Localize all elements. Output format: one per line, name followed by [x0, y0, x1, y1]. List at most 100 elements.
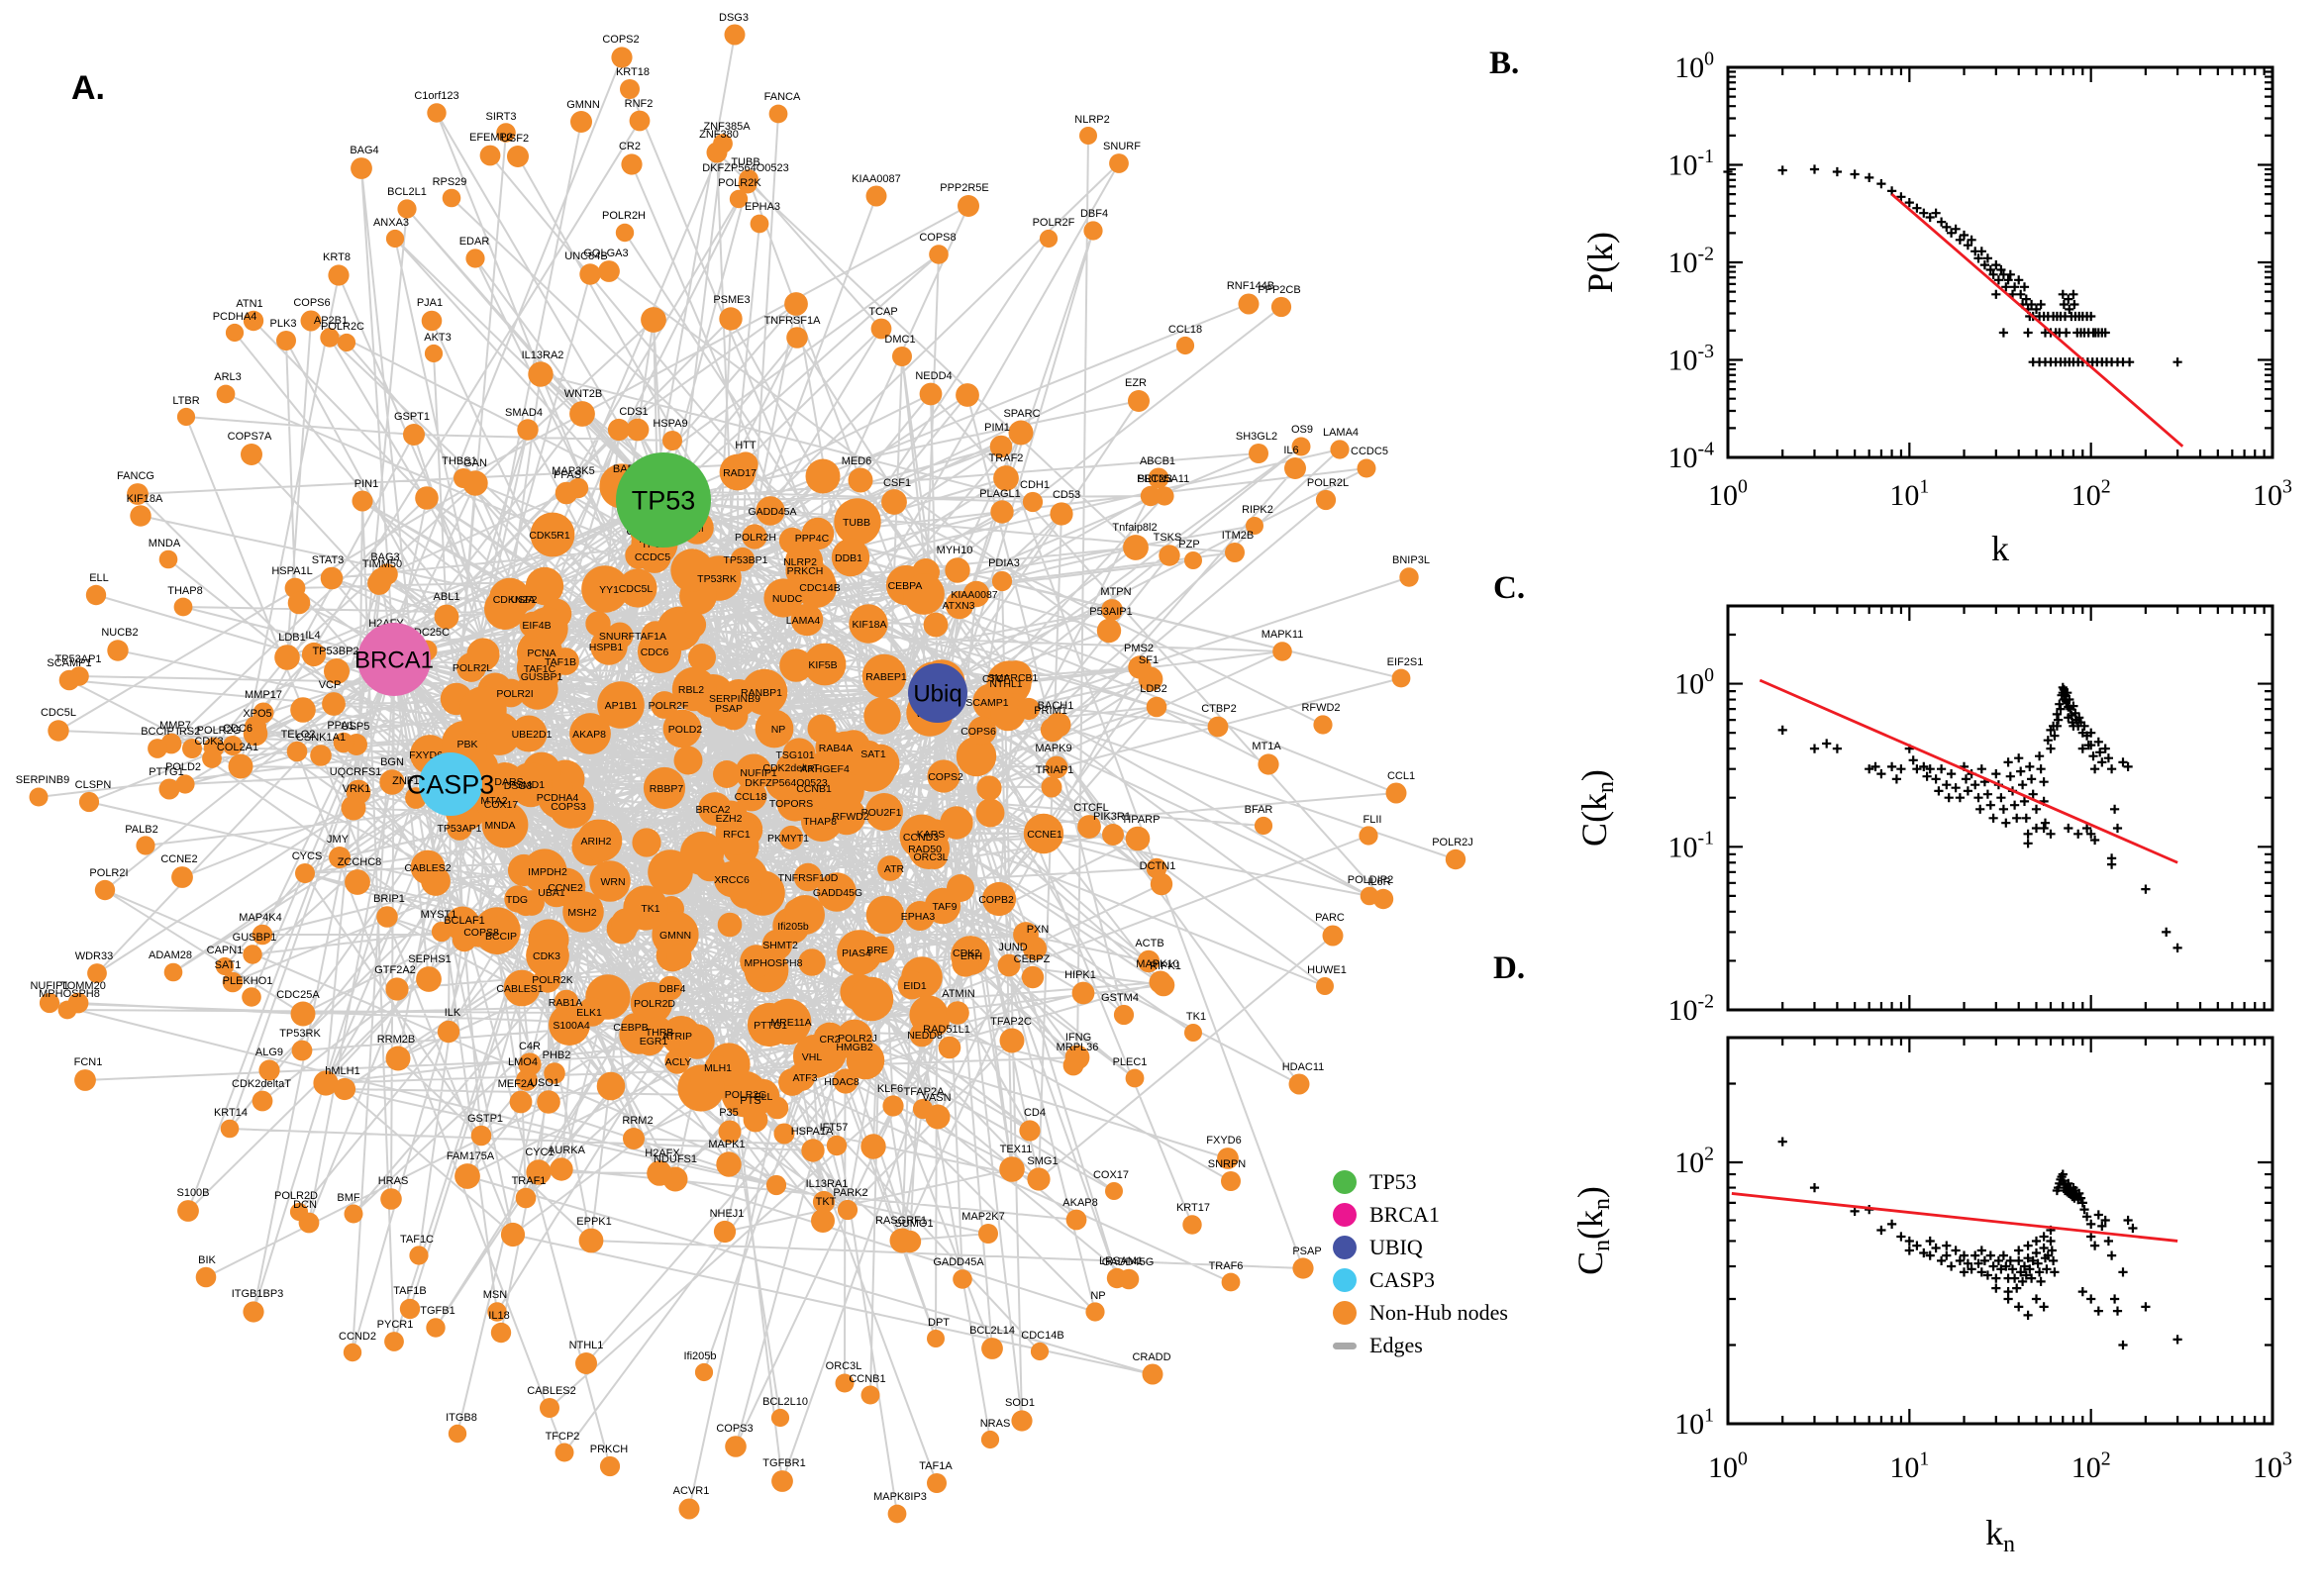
non-hub-node	[421, 310, 443, 332]
non-hub-node	[817, 872, 857, 912]
non-hub-node	[484, 588, 526, 630]
non-hub-node	[220, 1119, 240, 1139]
gene-label: IL13RA1	[806, 1178, 849, 1190]
gene-label: LDB2	[1140, 683, 1167, 695]
gene-label: TKT	[816, 1196, 837, 1208]
gene-label: DDB1	[835, 552, 862, 564]
gene-label: TP53BP2	[312, 646, 358, 657]
gene-label: SH3GL2	[1236, 431, 1277, 443]
non-hub-node	[1039, 229, 1059, 249]
non-hub-node	[1207, 716, 1229, 738]
gene-label: CDC5L	[619, 583, 654, 595]
non-hub-node	[286, 741, 308, 762]
gene-label: HRAS	[378, 1175, 409, 1187]
legend-item-casp3: CASP3	[1333, 1268, 1508, 1292]
non-hub-node	[991, 570, 1013, 592]
non-hub-node	[641, 307, 666, 333]
gene-label: BIK	[198, 1254, 216, 1266]
gene-label: TAF1C	[400, 1234, 434, 1246]
non-hub-node	[897, 970, 927, 1000]
gene-label: VHL	[802, 1051, 823, 1063]
gene-label: NEDD8	[907, 1030, 943, 1042]
non-hub-node	[1062, 1054, 1084, 1076]
gene-label: CDC14B	[1021, 1330, 1063, 1342]
gene-label: RIPK1	[1150, 960, 1181, 972]
gene-label: CR2	[819, 1034, 840, 1046]
gene-label: TAF1C	[524, 663, 556, 675]
y-axis-label-D: Cn(kn)	[1570, 1186, 1615, 1275]
gene-label: POLR2G	[725, 1089, 767, 1101]
non-hub-node	[163, 962, 183, 982]
non-hub-node	[477, 916, 517, 955]
non-hub-node	[849, 976, 894, 1022]
gene-label: WRN	[600, 876, 625, 888]
non-hub-node	[713, 760, 741, 788]
non-hub-node	[399, 1298, 421, 1320]
non-hub-node	[158, 549, 178, 569]
non-hub-node	[479, 145, 501, 166]
gene-label: MRE11A	[770, 1017, 811, 1029]
plot-frame-B	[1726, 65, 2274, 459]
gene-label: ALG9	[255, 1047, 283, 1058]
non-hub-node	[763, 578, 803, 618]
hub-nodes: TP53 BRCA1 Ubiq CASP3	[354, 452, 967, 816]
gene-label: LTBR	[172, 395, 199, 407]
gene-label: COPB2	[978, 894, 1014, 906]
non-hub-node	[1146, 696, 1167, 718]
gene-label: EPPK1	[576, 1216, 611, 1228]
gene-label: PRTN3	[1137, 473, 1172, 485]
gene-label: MTA2	[480, 795, 507, 807]
non-hub-node	[343, 1343, 362, 1362]
gene-label: ATR	[884, 863, 905, 875]
gene-label: TAF1A	[635, 631, 666, 643]
gene-label: CDS1	[619, 406, 648, 418]
non-hub-node	[632, 828, 661, 857]
gene-label: BGN	[380, 756, 404, 768]
gene-label: CSF1	[883, 477, 911, 489]
non-hub-node	[798, 948, 826, 976]
gene-label: TP53RK	[697, 573, 737, 585]
gene-label: DCN	[293, 1199, 317, 1211]
gene-label: CCL18	[1168, 324, 1202, 336]
gene-label: EGR1	[640, 1036, 668, 1047]
gene-label: JUND	[998, 942, 1027, 953]
non-hub-node	[522, 848, 567, 894]
gene-label: POLDIP2	[1348, 874, 1393, 886]
gene-label: CEBPA	[888, 580, 923, 592]
gene-label: CDK2	[953, 948, 980, 959]
gene-label: POLR2D	[274, 1190, 318, 1202]
svg-text:10-3: 10-3	[1668, 341, 1715, 377]
non-hub-node	[716, 1151, 742, 1177]
gene-label: DBF4	[1080, 208, 1108, 220]
non-hub-node	[953, 1269, 972, 1289]
gene-label: ABCB1	[1140, 455, 1175, 467]
non-hub-node	[598, 260, 620, 282]
non-hub-node	[58, 669, 80, 691]
gene-label: PPP4C	[795, 533, 830, 545]
gene-label: MED6	[842, 455, 872, 467]
gene-label: IL6	[1283, 445, 1298, 456]
gene-label: TOMM20	[60, 980, 106, 992]
non-hub-node	[713, 1220, 737, 1244]
gene-label: CDK3	[533, 950, 560, 962]
gene-label: IL4	[305, 630, 320, 642]
non-hub-node	[171, 866, 193, 888]
non-hub-node	[1292, 1257, 1314, 1279]
non-hub-node	[733, 451, 758, 477]
gene-label: BAG3	[370, 551, 399, 563]
non-hub-node	[313, 1070, 339, 1096]
gene-label: TP53BP1	[724, 554, 768, 566]
non-hub-node	[719, 307, 743, 331]
non-hub-node	[1221, 1272, 1241, 1292]
gene-label: MTPN	[1100, 586, 1131, 598]
gene-label: RABEP1	[865, 671, 907, 683]
gene-label: TSKS	[1154, 532, 1182, 544]
gene-label: BCLAF1	[444, 915, 485, 927]
gene-label: BCL2L1	[387, 186, 427, 198]
non-hub-node	[990, 500, 1014, 524]
non-hub-node	[397, 199, 417, 219]
gene-label: HUWE1	[1307, 964, 1347, 976]
gene-label: DARS	[494, 776, 523, 788]
non-hub-node	[764, 998, 812, 1046]
svg-text:102: 102	[1674, 1143, 1714, 1179]
